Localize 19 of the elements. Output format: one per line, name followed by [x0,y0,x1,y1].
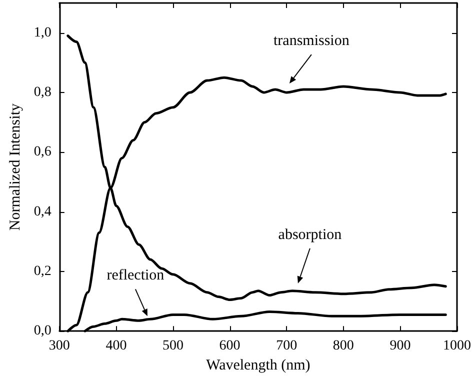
annotation: reflection [106,268,165,284]
annotation: absorption [278,226,342,243]
x-tick-label: 400 [106,338,127,354]
y-tick-label: 1,0 [34,25,52,40]
y-tick-label: 0,6 [34,144,52,160]
x-tick-label: 600 [219,338,240,354]
y-tick-label: 0,8 [34,84,52,100]
y-axis-title: Normalized Intensity [8,103,24,231]
y-tick-label: 0,4 [34,204,52,220]
x-tick-label: 800 [332,338,354,354]
annotation: transmission [274,33,350,50]
y-tick-label: 0,2 [34,264,52,279]
y-tick-label: 0,0 [34,324,52,339]
x-tick-label: 900 [390,338,411,354]
x-tick-label: 1000 [443,338,471,354]
x-tick-label: 300 [48,338,70,354]
x-axis-title: Wavelength (nm) [206,358,310,374]
x-tick-label: 500 [162,338,184,354]
x-tick-label: 700 [276,338,298,354]
